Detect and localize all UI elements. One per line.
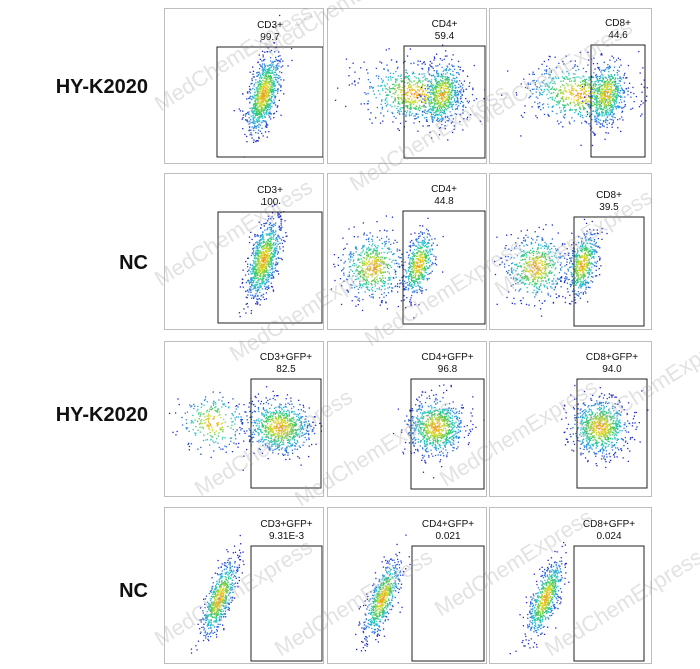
gate-rectangle [411,545,485,662]
gate-rectangle [402,210,486,325]
gate-rectangle [403,45,486,159]
gate-name: CD8+ [605,18,631,29]
dot-plot [509,541,645,662]
dot-plot [334,44,486,159]
dot-plot-panel: CD4+ 44.8 [327,173,487,330]
dot-plot [561,378,649,489]
event-dots [233,14,293,158]
row-label-3: HY-K2020 [55,404,148,426]
event-dots [190,534,245,654]
gate-percentage: 94.0 [602,364,622,375]
row-label-2: NC [119,252,148,274]
dot-plot-panel: CD3+ 99.7 [164,8,324,164]
dot-plot [494,216,645,327]
dot-plot-panel: CD8+GFP+ 0.024 [489,507,652,664]
gate-name: CD3+GFP+ [260,519,313,530]
dot-plot [168,378,323,489]
gate-percentage: 0.021 [435,531,461,542]
gate-name: CD3+GFP+ [259,352,313,363]
gate-name: CD4+GFP+ [421,519,475,530]
dot-plot-panel: CD4+GFP+ 96.8 [327,341,487,497]
gate-name: CD4+ [431,184,457,195]
gate-label: CD8+ 44.6 [605,18,631,42]
event-dots [238,202,288,318]
gate-label: CD4+GFP+ 96.8 [421,352,473,376]
gate-percentage: 44.6 [608,30,628,41]
event-dots [168,386,323,471]
gate-label: CD4+ 44.8 [431,184,457,208]
gate-percentage: 0.024 [596,531,622,542]
event-dots [334,44,486,141]
gate-name: CD4+GFP+ [421,352,474,363]
dot-plot-panel: CD8+ 44.6 [489,8,652,164]
gate-name: CD8+GFP+ [582,519,636,530]
event-dots [392,384,485,479]
row-label-1: HY-K2020 [55,76,148,98]
event-dots [561,384,649,469]
gate-rectangle [250,378,322,489]
dot-plot-panel: CD3+ 100 [164,173,324,330]
event-dots [501,50,648,147]
event-dots [494,218,608,317]
gate-label: CD4+ 59.4 [432,19,458,43]
gate-label: CD8+GFP+ 0.024 [583,519,635,543]
dot-plot [330,210,486,325]
gate-label: CD4+GFP+ 0.021 [422,519,474,543]
dot-plot [355,534,485,662]
gate-label: CD8+GFP+ 94.0 [586,352,638,376]
dot-plot-panel: CD4+ 59.4 [327,8,487,164]
dot-plot-panel: CD3+GFP+ 82.5 [164,341,324,497]
dot-plot-panel: CD8+ 39.5 [489,173,652,330]
gate-rectangle [410,378,485,490]
gate-label: CD3+ 99.7 [257,20,283,44]
gate-rectangle [590,44,646,158]
row-label-4: NC [119,580,148,602]
gate-name: CD4+ [431,19,458,30]
event-dots [330,215,444,319]
gate-percentage: 9.31E-3 [268,531,305,542]
gate-label: CD3+ 100 [257,185,283,209]
gate-name: CD8+ [596,190,622,201]
dot-plot [216,14,323,158]
dot-plot-panel: CD3+GFP+ 9.31E-3 [164,507,324,664]
gate-rectangle [573,545,645,662]
gate-rectangle [573,216,645,327]
dot-plot-panel: CD8+GFP+ 94.0 [489,341,652,497]
gate-percentage: 99.7 [260,32,280,43]
gate-rectangle [250,545,323,662]
gate-percentage: 82.5 [276,364,296,375]
gate-label: CD8+ 39.5 [596,190,622,214]
gate-label: CD3+GFP+ 9.31E-3 [260,519,312,543]
gate-rectangle [217,211,323,324]
dot-plot [392,378,485,490]
gate-label: CD3+GFP+ 82.5 [260,352,312,376]
gate-percentage: 39.5 [599,202,619,213]
dot-plot [501,44,648,158]
gate-rectangle [216,46,323,158]
event-dots [509,541,570,655]
gate-percentage: 44.8 [434,196,454,207]
gate-name: CD8+GFP+ [585,352,639,363]
gate-percentage: 96.8 [437,364,458,375]
event-dots [355,534,411,652]
gate-percentage: 59.4 [434,31,455,42]
gate-name: CD3+ [257,185,283,196]
gate-percentage: 100 [261,197,279,208]
gate-rectangle [576,378,648,489]
gate-name: CD3+ [257,20,283,31]
dot-plot [217,202,323,324]
dot-plot [190,534,323,662]
dot-plot-panel: CD4+GFP+ 0.021 [327,507,487,664]
